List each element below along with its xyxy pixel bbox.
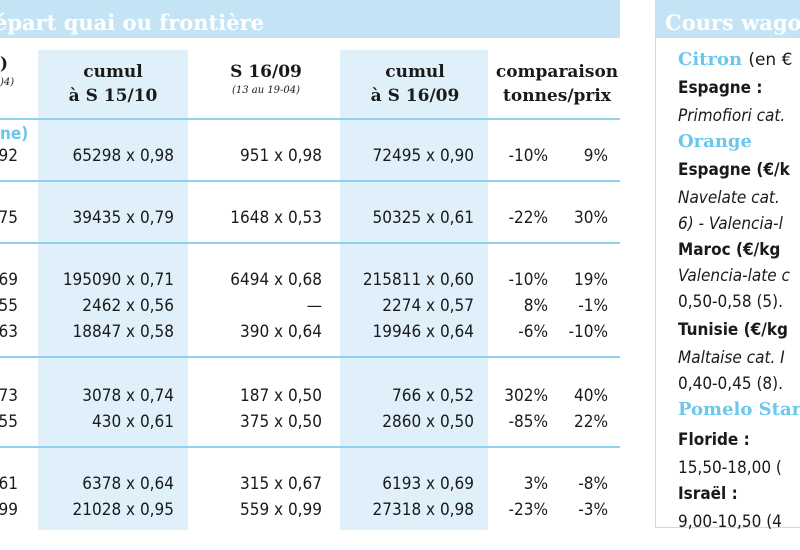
- divider: [0, 356, 620, 358]
- sidebar-orange: Orange: [678, 131, 752, 152]
- divider: [0, 446, 620, 448]
- column-header-0: ) )4): [0, 54, 15, 88]
- table-cell-c3: 72495 x 0,90: [372, 146, 474, 166]
- table-cell-t: -10%: [508, 270, 548, 290]
- column-header-cumul-15: cumul à S 15/10: [68, 62, 158, 106]
- table-cell-c3: 766 x 0,52: [392, 386, 474, 406]
- table-cell-c0: 75: [0, 208, 18, 228]
- table-cell-c0: 73: [0, 386, 18, 406]
- sidebar-tunisie-price: 0,40-0,45 (8).: [678, 374, 783, 394]
- sidebar-citron: Citron (en €: [678, 49, 793, 70]
- table-cell-c3: 50325 x 0,61: [372, 208, 474, 228]
- table-header-banner: épart quai ou frontière: [0, 0, 620, 38]
- table-cell-c1: 195090 x 0,71: [62, 270, 174, 290]
- table-cell-p: -10%: [568, 322, 608, 342]
- table-cell-c2: 951 x 0,98: [240, 146, 322, 166]
- column-band-cumul-15: [38, 50, 188, 530]
- table-cell-c1: 6378 x 0,64: [82, 474, 174, 494]
- sidebar-navelate: Navelate cat.: [678, 188, 780, 208]
- table-header-title: épart quai ou frontière: [0, 10, 264, 35]
- table-cell-c3: 27318 x 0,98: [372, 500, 474, 520]
- table-cell-p: -3%: [578, 500, 608, 520]
- table-cell-t: 8%: [523, 296, 548, 316]
- section-label: ne): [0, 124, 29, 144]
- table-cell-c0: 99: [0, 500, 18, 520]
- table-cell-t: -85%: [508, 412, 548, 432]
- table-cell-c3: 2860 x 0,50: [382, 412, 474, 432]
- column-band-cumul-16: [340, 50, 488, 530]
- table-cell-t: 3%: [523, 474, 548, 494]
- sidebar-header-title: Cours wagon: [665, 10, 800, 35]
- table-cell-c0: 61: [0, 474, 18, 494]
- table-cell-c0: 69: [0, 270, 18, 290]
- table-cell-c3: 215811 x 0,60: [362, 270, 474, 290]
- table-cell-c2: 6494 x 0,68: [230, 270, 322, 290]
- table-cell-c0: 92: [0, 146, 18, 166]
- table-cell-p: 30%: [574, 208, 608, 228]
- divider: [0, 242, 620, 244]
- table-cell-c2: 390 x 0,64: [240, 322, 322, 342]
- column-header-cumul-16: cumul à S 16/09: [370, 62, 460, 106]
- table-cell-t: -10%: [508, 146, 548, 166]
- sidebar-israel-price: 9,00-10,50 (4: [678, 512, 782, 532]
- table-cell-c3: 19946 x 0,64: [372, 322, 474, 342]
- table-cell-c1: 39435 x 0,79: [72, 208, 174, 228]
- table-cell-p: 19%: [574, 270, 608, 290]
- table-cell-c1: 430 x 0,61: [92, 412, 174, 432]
- table-cell-p: 22%: [574, 412, 608, 432]
- sidebar-valencia-late: Valencia-late c: [678, 266, 790, 286]
- table-cell-c0: 63: [0, 322, 18, 342]
- table-cell-p: 9%: [583, 146, 608, 166]
- column-header-comparison: comparaison tonnes/prix: [495, 62, 619, 106]
- table-cell-c0: 55: [0, 296, 18, 316]
- table-cell-c1: 18847 x 0,58: [72, 322, 174, 342]
- table-cell-c2: 559 x 0,99: [240, 500, 322, 520]
- table-cell-t: 302%: [504, 386, 548, 406]
- table-cell-c2: 315 x 0,67: [240, 474, 322, 494]
- sidebar-israel: Israël :: [678, 484, 738, 504]
- table-cell-p: -8%: [578, 474, 608, 494]
- table-cell-c1: 21028 x 0,95: [72, 500, 174, 520]
- sidebar-tunisie: Tunisie (€/kg: [678, 320, 788, 340]
- table-cell-c3: 2274 x 0,57: [382, 296, 474, 316]
- table-cell-t: -22%: [508, 208, 548, 228]
- table-cell-c3: 6193 x 0,69: [382, 474, 474, 494]
- sidebar-valencia: 6) - Valencia-l: [678, 214, 783, 234]
- sidebar-floride: Floride :: [678, 430, 750, 450]
- table-cell-t: -23%: [508, 500, 548, 520]
- divider: [0, 180, 620, 182]
- table-cell-p: -1%: [578, 296, 608, 316]
- table-cell-t: -6%: [518, 322, 548, 342]
- divider: [0, 118, 620, 120]
- table-cell-c2: 1648 x 0,53: [230, 208, 322, 228]
- sidebar-floride-price: 15,50-18,00 (: [678, 458, 782, 478]
- sidebar-maroc-price: 0,50-0,58 (5).: [678, 292, 783, 312]
- table-cell-c0: 55: [0, 412, 18, 432]
- table-cell-c1: 65298 x 0,98: [72, 146, 174, 166]
- table-cell-c1: 2462 x 0,56: [82, 296, 174, 316]
- column-header-week: S 16/09 (13 au 19-04): [230, 62, 302, 96]
- sidebar-pomelo: Pomelo Star: [678, 399, 800, 420]
- table-cell-c2: 375 x 0,50: [240, 412, 322, 432]
- sidebar-espagne-orange: Espagne (€/k: [678, 160, 790, 180]
- table-cell-c1: 3078 x 0,74: [82, 386, 174, 406]
- table-cell-c2: —: [306, 296, 322, 316]
- sidebar-maroc: Maroc (€/kg: [678, 240, 781, 260]
- table-cell-p: 40%: [574, 386, 608, 406]
- sidebar-primofiori: Primofiori cat.: [678, 106, 786, 126]
- table-cell-c2: 187 x 0,50: [240, 386, 322, 406]
- sidebar-espagne: Espagne :: [678, 78, 763, 98]
- sidebar-maltaise: Maltaise cat. I: [678, 348, 785, 368]
- sidebar-header-banner: Cours wagon: [655, 0, 800, 38]
- sidebar-frame: [655, 38, 800, 528]
